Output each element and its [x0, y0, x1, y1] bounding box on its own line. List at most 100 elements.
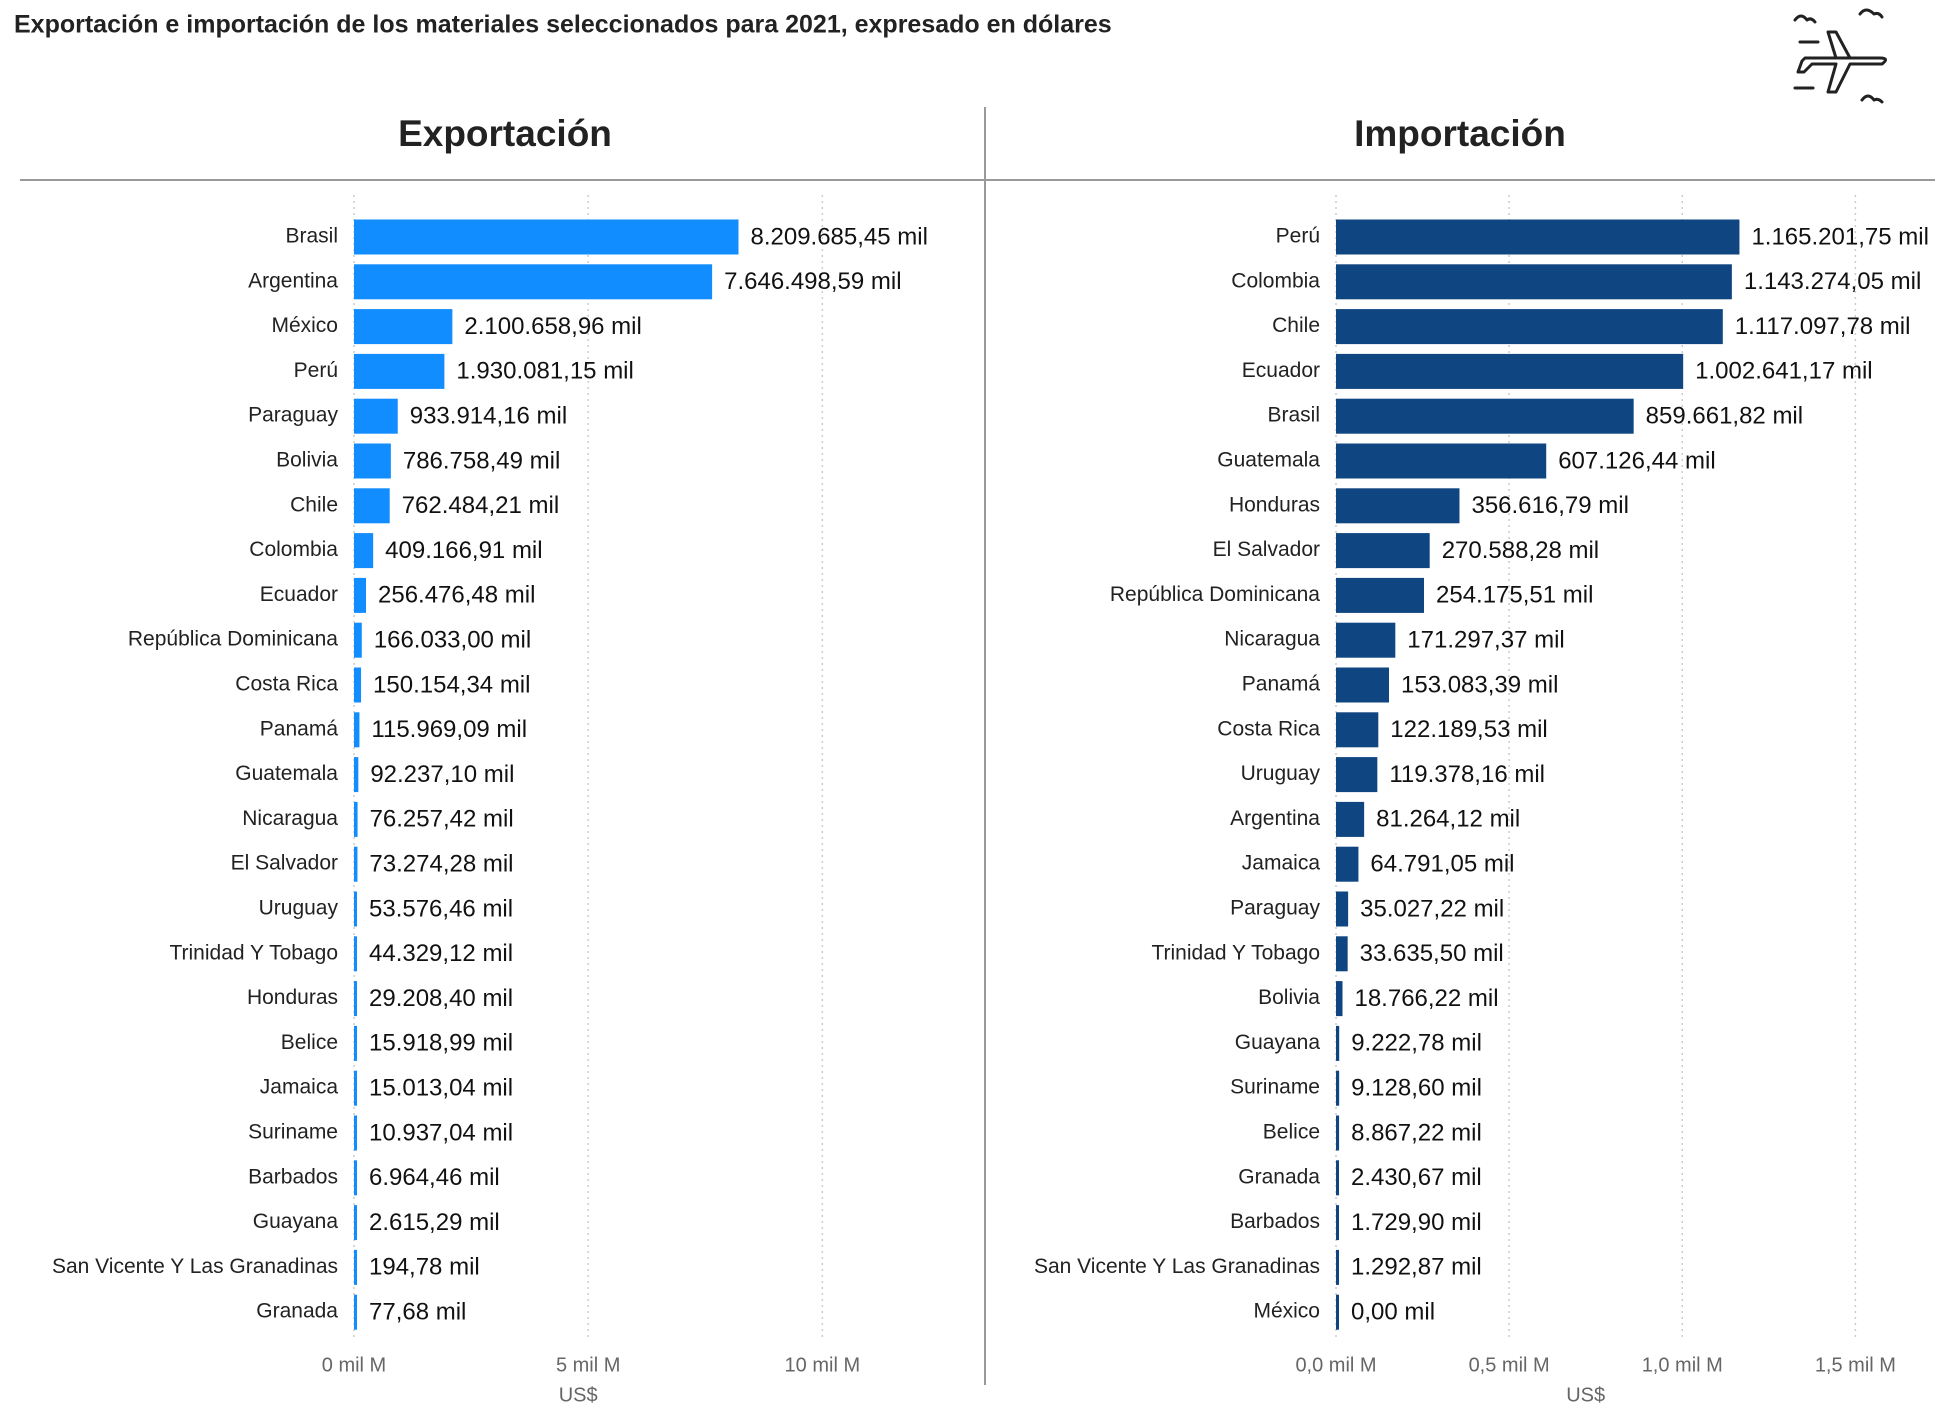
- value-label: 933.914,16 mil: [410, 403, 567, 430]
- value-label: 18.766,22 mil: [1354, 985, 1498, 1012]
- category-label: Granada: [256, 1300, 338, 1323]
- category-label: Paraguay: [248, 404, 338, 427]
- x-axis-label: US$: [1566, 1384, 1605, 1406]
- category-label: Panamá: [1242, 673, 1321, 696]
- airplane-icon: [1793, 8, 1887, 104]
- bar: [354, 667, 362, 703]
- bar: [1336, 622, 1396, 658]
- category-label: Ecuador: [1242, 359, 1320, 382]
- category-label: El Salvador: [1213, 538, 1320, 561]
- bar: [354, 264, 713, 300]
- value-label: 9.222,78 mil: [1351, 1030, 1482, 1057]
- bar: [1336, 1070, 1340, 1106]
- bar: [354, 981, 357, 1017]
- category-label: Honduras: [247, 986, 338, 1009]
- bar: [354, 936, 357, 972]
- value-label: 92.237,10 mil: [370, 761, 514, 788]
- bar: [354, 1294, 357, 1330]
- bar: [1336, 353, 1684, 389]
- category-label: México: [1253, 1300, 1320, 1323]
- bar: [1336, 219, 1740, 255]
- bar: [1336, 577, 1425, 613]
- value-label: 150.154,34 mil: [373, 671, 530, 698]
- category-label: Trinidad Y Tobago: [1151, 941, 1320, 964]
- category-label: Argentina: [1230, 807, 1320, 830]
- value-label: 6.964,46 mil: [369, 1164, 500, 1191]
- category-label: Brasil: [285, 225, 338, 248]
- category-label: Nicaragua: [1224, 628, 1320, 651]
- category-label: Guatemala: [235, 762, 338, 785]
- category-label: San Vicente Y Las Granadinas: [52, 1255, 338, 1278]
- category-label: Jamaica: [1242, 852, 1321, 875]
- bar: [1336, 801, 1365, 837]
- category-label: Chile: [1272, 314, 1320, 337]
- category-label: Belice: [281, 1031, 338, 1054]
- category-label: Suriname: [248, 1121, 338, 1144]
- bar: [1336, 1160, 1339, 1196]
- value-label: 2.615,29 mil: [369, 1209, 500, 1236]
- x-tick-label: 5 mil M: [556, 1354, 620, 1376]
- bar: [1336, 1294, 1339, 1330]
- value-label: 8.209.685,45 mil: [750, 223, 927, 250]
- value-label: 81.264,12 mil: [1376, 806, 1520, 833]
- value-label: 171.297,37 mil: [1407, 627, 1564, 654]
- value-label: 15.013,04 mil: [369, 1075, 513, 1102]
- value-label: 15.918,99 mil: [369, 1030, 513, 1057]
- value-label: 607.126,44 mil: [1558, 447, 1715, 474]
- value-label: 9.128,60 mil: [1351, 1075, 1482, 1102]
- bar: [354, 353, 445, 389]
- bar: [1336, 533, 1430, 569]
- bar: [354, 622, 362, 658]
- bar: [354, 488, 390, 524]
- bar: [354, 1025, 357, 1061]
- category-label: San Vicente Y Las Granadinas: [1034, 1255, 1320, 1278]
- bar: [354, 577, 367, 613]
- bar: [1336, 264, 1732, 300]
- bar: [1336, 757, 1378, 793]
- category-label: Trinidad Y Tobago: [169, 941, 338, 964]
- category-label: México: [271, 314, 338, 337]
- value-label: 33.635,50 mil: [1360, 940, 1504, 967]
- bar: [1336, 667, 1390, 703]
- bar: [1336, 1205, 1339, 1241]
- category-label: Belice: [1263, 1121, 1320, 1144]
- value-label: 1.930.081,15 mil: [456, 358, 633, 385]
- category-label: Honduras: [1229, 493, 1320, 516]
- bar: [354, 1160, 357, 1196]
- category-label: Bolivia: [276, 449, 338, 472]
- category-label: Colombia: [249, 538, 338, 561]
- value-label: 76.257,42 mil: [370, 806, 514, 833]
- category-label: Granada: [1238, 1165, 1320, 1188]
- bar: [1336, 309, 1723, 345]
- value-label: 153.083,39 mil: [1401, 671, 1558, 698]
- value-label: 2.100.658,96 mil: [464, 313, 641, 340]
- category-label: Brasil: [1267, 404, 1320, 427]
- bar: [1336, 846, 1359, 882]
- bar: [1336, 712, 1379, 748]
- bar: [1336, 936, 1348, 972]
- value-label: 119.378,16 mil: [1389, 761, 1545, 788]
- category-label: República Dominicana: [128, 628, 338, 651]
- value-label: 1.292,87 mil: [1351, 1254, 1482, 1281]
- x-axis-label: US$: [559, 1384, 598, 1406]
- bar: [1336, 443, 1547, 479]
- bar: [354, 891, 357, 927]
- category-label: Panamá: [260, 717, 339, 740]
- bar: [354, 1115, 357, 1151]
- value-label: 44.329,12 mil: [369, 940, 513, 967]
- category-label: Jamaica: [260, 1076, 339, 1099]
- bar: [354, 846, 358, 882]
- category-label: Guayana: [253, 1210, 339, 1233]
- x-tick-label: 0 mil M: [322, 1354, 386, 1376]
- bar: [354, 309, 453, 345]
- x-tick-label: 10 mil M: [785, 1354, 861, 1376]
- category-label: Costa Rica: [235, 673, 338, 696]
- category-label: Chile: [290, 493, 338, 516]
- value-label: 166.033,00 mil: [374, 627, 531, 654]
- bar: [1336, 398, 1634, 434]
- value-label: 115.969,09 mil: [371, 716, 527, 743]
- category-label: Colombia: [1231, 269, 1320, 292]
- category-label: República Dominicana: [1110, 583, 1320, 606]
